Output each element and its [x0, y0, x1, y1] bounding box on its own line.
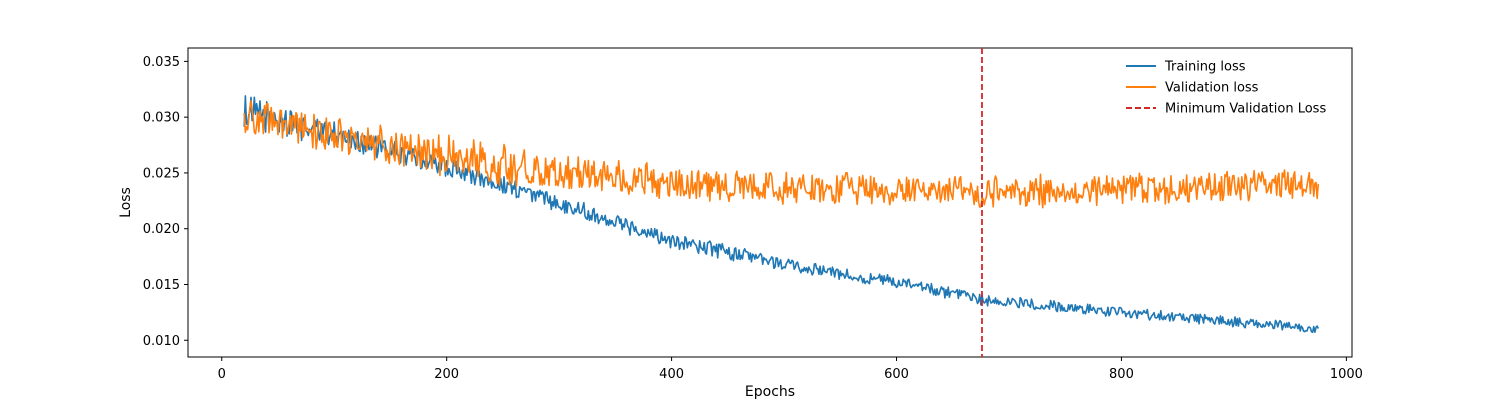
x-tick-label: 0: [218, 367, 226, 382]
plot-area: [243, 95, 1320, 333]
legend-label-validation: Validation loss: [1165, 81, 1259, 96]
x-tick-label: 200: [434, 367, 459, 382]
series-line-validation: [243, 100, 1320, 209]
y-tick-label: 0.020: [143, 222, 180, 237]
x-axis-label: Epochs: [745, 384, 795, 400]
y-tick-label: 0.015: [143, 278, 180, 293]
plot-frame: [187, 47, 1353, 358]
y-tick-label: 0.025: [143, 166, 180, 181]
legend-label-training: Training loss: [1164, 60, 1246, 75]
x-tick-label: 800: [1109, 367, 1134, 382]
y-axis-label: Loss: [118, 187, 134, 218]
legend-label-min-val: Minimum Validation Loss: [1165, 102, 1326, 117]
y-axis-ticks: 0.010 0.015 0.020 0.025 0.030 0.035: [143, 55, 188, 349]
x-tick-label: 600: [884, 367, 909, 382]
legend: Training loss Validation loss Minimum Va…: [1126, 60, 1326, 117]
x-tick-label: 1000: [1330, 367, 1363, 382]
y-tick-label: 0.035: [143, 55, 180, 70]
series-line-training: [243, 95, 1319, 333]
x-axis-ticks: 0 200 400 600 800 1000: [218, 357, 1363, 382]
y-tick-label: 0.010: [143, 334, 180, 349]
x-tick-label: 400: [659, 367, 684, 382]
y-tick-label: 0.030: [143, 111, 180, 126]
